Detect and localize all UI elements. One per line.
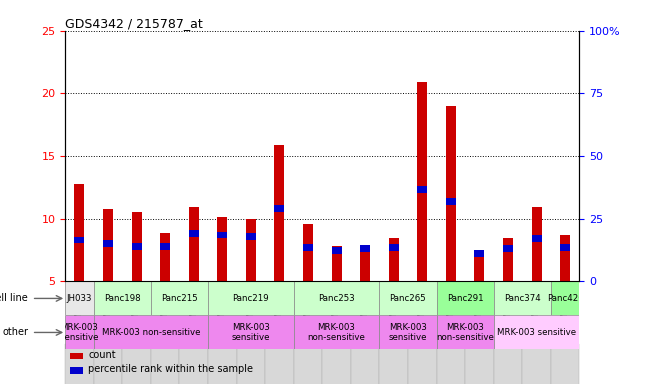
Bar bbox=[74, 237, 85, 243]
Bar bbox=[522, 344, 551, 384]
Bar bbox=[132, 212, 141, 281]
Bar bbox=[531, 235, 542, 242]
Bar bbox=[70, 353, 83, 359]
Bar bbox=[265, 344, 294, 384]
Bar bbox=[65, 281, 94, 315]
Text: Panc374: Panc374 bbox=[504, 294, 540, 303]
Bar bbox=[560, 235, 570, 281]
Bar bbox=[65, 344, 94, 384]
Bar bbox=[217, 217, 227, 281]
Bar bbox=[408, 344, 437, 384]
Text: MRK-003 non-sensitive: MRK-003 non-sensitive bbox=[102, 328, 200, 337]
Text: MRK-003 sensitive: MRK-003 sensitive bbox=[497, 328, 576, 337]
Text: GDS4342 / 215787_at: GDS4342 / 215787_at bbox=[65, 17, 203, 30]
Bar bbox=[380, 344, 408, 384]
Text: Panc420: Panc420 bbox=[547, 294, 583, 303]
Bar bbox=[103, 209, 113, 281]
Bar bbox=[74, 184, 85, 281]
Text: MRK-003
sensitive: MRK-003 sensitive bbox=[60, 323, 99, 342]
Text: Panc198: Panc198 bbox=[104, 294, 141, 303]
Text: percentile rank within the sample: percentile rank within the sample bbox=[89, 364, 253, 374]
Text: MRK-003
sensitive: MRK-003 sensitive bbox=[389, 323, 427, 342]
Bar bbox=[217, 232, 227, 238]
Bar bbox=[274, 145, 284, 281]
Text: count: count bbox=[89, 349, 116, 359]
Bar bbox=[437, 344, 465, 384]
Bar bbox=[551, 281, 579, 315]
Bar bbox=[446, 198, 456, 205]
Bar bbox=[189, 230, 199, 237]
Text: Panc215: Panc215 bbox=[161, 294, 198, 303]
Bar bbox=[236, 344, 265, 384]
Bar bbox=[531, 207, 542, 281]
Bar bbox=[303, 244, 313, 251]
Bar bbox=[94, 281, 151, 315]
Text: MRK-003
sensitive: MRK-003 sensitive bbox=[232, 323, 270, 342]
Text: Panc265: Panc265 bbox=[389, 294, 426, 303]
Bar bbox=[389, 238, 398, 281]
Bar bbox=[380, 315, 437, 349]
Bar bbox=[294, 281, 380, 315]
Text: other: other bbox=[2, 328, 28, 338]
Text: Panc253: Panc253 bbox=[318, 294, 355, 303]
Bar bbox=[503, 238, 513, 281]
Bar bbox=[246, 219, 256, 281]
Bar bbox=[551, 344, 579, 384]
Bar bbox=[437, 315, 493, 349]
Bar bbox=[417, 187, 427, 194]
Bar bbox=[94, 315, 208, 349]
Bar bbox=[493, 315, 579, 349]
Bar bbox=[151, 281, 208, 315]
Bar bbox=[360, 245, 370, 252]
Bar bbox=[70, 367, 83, 374]
Bar bbox=[294, 344, 322, 384]
Bar bbox=[493, 281, 551, 315]
Bar bbox=[475, 250, 484, 257]
Bar bbox=[380, 281, 437, 315]
Bar bbox=[465, 344, 493, 384]
Bar bbox=[274, 205, 284, 212]
Text: MRK-003
non-sensitive: MRK-003 non-sensitive bbox=[436, 323, 494, 342]
Bar bbox=[132, 243, 141, 250]
Bar bbox=[208, 315, 294, 349]
Bar bbox=[180, 344, 208, 384]
Bar bbox=[437, 281, 493, 315]
Bar bbox=[208, 344, 236, 384]
Bar bbox=[493, 344, 522, 384]
Bar bbox=[208, 281, 294, 315]
Bar bbox=[446, 106, 456, 281]
Bar bbox=[65, 315, 94, 349]
Bar bbox=[303, 224, 313, 281]
Bar bbox=[160, 243, 170, 250]
Bar bbox=[322, 344, 351, 384]
Bar bbox=[103, 240, 113, 247]
Bar bbox=[160, 233, 170, 281]
Bar bbox=[503, 245, 513, 252]
Bar bbox=[122, 344, 151, 384]
Text: Panc291: Panc291 bbox=[447, 294, 484, 303]
Bar bbox=[151, 344, 180, 384]
Bar bbox=[417, 82, 427, 281]
Bar bbox=[331, 247, 342, 253]
Bar bbox=[475, 253, 484, 281]
Bar bbox=[331, 246, 342, 281]
Bar bbox=[360, 248, 370, 281]
Bar bbox=[294, 315, 380, 349]
Bar bbox=[351, 344, 380, 384]
Bar bbox=[560, 244, 570, 251]
Bar bbox=[389, 244, 398, 251]
Text: Panc219: Panc219 bbox=[232, 294, 269, 303]
Bar bbox=[246, 233, 256, 240]
Text: cell line: cell line bbox=[0, 293, 28, 303]
Text: MRK-003
non-sensitive: MRK-003 non-sensitive bbox=[307, 323, 365, 342]
Bar bbox=[94, 344, 122, 384]
Text: JH033: JH033 bbox=[66, 294, 92, 303]
Bar bbox=[189, 207, 199, 281]
